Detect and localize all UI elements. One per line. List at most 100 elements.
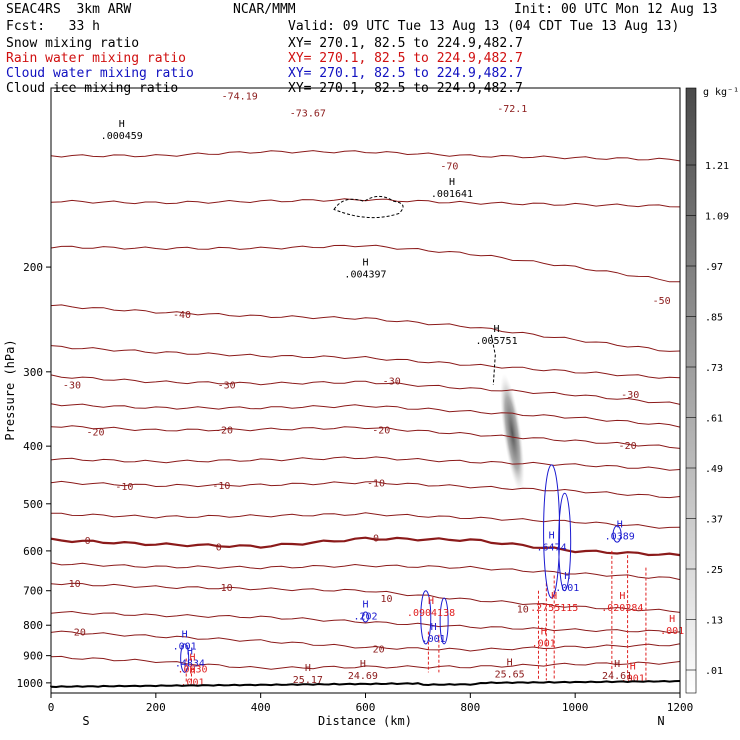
cloud-water-contour — [180, 643, 190, 673]
snow-max-label: .005751 — [475, 336, 517, 347]
cloud-water-label-marker: H — [187, 647, 193, 658]
cloud-water-label-marker: H — [549, 531, 555, 542]
snow-max-label-marker: H — [119, 119, 125, 130]
cloud-water-contour — [439, 597, 449, 645]
snow-contour — [333, 195, 404, 219]
temperature-max-label: 25.17 — [293, 675, 323, 686]
colorbar-label: .49 — [705, 464, 723, 475]
y-tick-label: 600 — [23, 545, 43, 558]
colorbar-label: .01 — [705, 666, 723, 677]
cloud-water-contour — [420, 590, 432, 645]
x-tick-label: 200 — [146, 701, 166, 714]
field-snow-label: Snow mixing ratio — [6, 36, 140, 51]
rain-label: .2755115 — [530, 603, 578, 614]
colorbar-label: .85 — [705, 313, 723, 324]
y-tick-label: 1000 — [17, 677, 44, 690]
isotherm-label: -73.67 — [290, 109, 326, 120]
colorbar-label: .61 — [705, 414, 723, 425]
colorbar-label: .97 — [705, 262, 723, 273]
isotherm-label: -20 — [619, 441, 637, 452]
isotherm-label: 20 — [74, 628, 86, 639]
temperature-max-label-marker: H — [614, 659, 620, 670]
isotherm-label: 10 — [69, 579, 81, 590]
rain-label: .001 — [532, 638, 556, 649]
model-title: SEAC4RS 3km ARW — [6, 2, 132, 17]
init-time: Init: 00 UTC Mon 12 Aug 13 — [514, 2, 718, 17]
isotherm-label: 20 — [373, 644, 385, 655]
cloud-water-label-marker: H — [431, 622, 437, 633]
isotherm-label: -10 — [367, 478, 385, 489]
isotherm-line — [50, 374, 681, 405]
rain-label: .001 — [660, 626, 684, 637]
cloud-water-label: .0389 — [605, 531, 635, 542]
isotherm-label: -20 — [372, 425, 390, 436]
colorbar-label: 1.21 — [705, 161, 729, 172]
temperature-max-label: 24.69 — [348, 671, 378, 682]
rain-label-marker: H — [630, 662, 636, 673]
isotherm-label: -70 — [440, 162, 458, 173]
field-rain-xy: XY= 270.1, 82.5 to 224.9,482.7 — [288, 51, 523, 66]
rain-label: .0530 — [177, 664, 207, 675]
north-end-label: N — [657, 714, 664, 728]
isotherm-line — [50, 655, 681, 670]
x-tick-label: 400 — [251, 701, 271, 714]
isotherm-line — [50, 150, 681, 162]
rain-label-marker: H — [190, 652, 196, 663]
isotherm-label: -30 — [621, 390, 639, 401]
isotherm-label: 10 — [221, 583, 233, 594]
x-tick-label: 0 — [48, 701, 55, 714]
plot-area: -73.67 -74.19 -72.1 -70 -50 -40 -30 -30 -30 -30 -2… — [50, 92, 684, 689]
isotherm-line — [50, 610, 681, 634]
cloud-water-label-marker: H — [617, 519, 623, 530]
isotherm-label: -72.1 — [497, 104, 527, 115]
rain-label-marker: H — [190, 666, 196, 677]
x-tick-label: 600 — [356, 701, 376, 714]
snow-max-label-marker: H — [494, 324, 500, 335]
isotherm-line — [51, 512, 681, 529]
snow-max-label-marker: H — [449, 177, 455, 188]
cloud-water-contour — [362, 611, 369, 623]
cloud-water-label: .6474 — [537, 543, 567, 554]
isotherm-line — [50, 345, 681, 379]
snow-shading — [500, 373, 525, 493]
isotherm-line — [50, 562, 681, 581]
cloud-water-label-marker: H — [362, 599, 368, 610]
y-tick-label: 800 — [23, 619, 43, 632]
cloud-water-label: .4834 — [175, 659, 205, 670]
rain-label: .001 — [621, 674, 645, 685]
isotherm-label: 10 — [517, 605, 529, 616]
rain-label: .001 — [180, 678, 204, 689]
south-end-label: S — [82, 714, 89, 728]
rain-label-marker: H — [541, 626, 547, 637]
isotherm-line — [50, 425, 681, 449]
y-axis-label: Pressure (hPa) — [3, 339, 17, 440]
isotherm-line — [50, 536, 681, 557]
temperature-max-label-marker: H — [305, 663, 311, 674]
rain-label: .0904138 — [407, 608, 455, 619]
snow-max-label: .000459 — [101, 131, 143, 142]
y-tick-label: 200 — [23, 261, 43, 274]
field-snow-xy: XY= 270.1, 82.5 to 224.9,482.7 — [288, 36, 523, 51]
rain-label-marker: H — [428, 596, 434, 607]
isotherm-label: 0 — [373, 534, 379, 545]
isotherm-label: 0 — [216, 543, 222, 554]
valid-time: Valid: 09 UTC Tue 13 Aug 13 (04 CDT Tue … — [288, 19, 680, 34]
y-tick-label: 900 — [23, 650, 43, 663]
snow-max-label-marker: H — [362, 257, 368, 268]
temperature-max-label-marker: H — [507, 658, 513, 669]
rain-label-marker: H — [619, 591, 625, 602]
temperature-max-label-marker: H — [360, 659, 366, 670]
snow-contour — [490, 334, 496, 385]
forecast-hour: Fcst: 33 h — [6, 19, 100, 34]
cloud-water-contour — [612, 525, 622, 543]
rain-label: .020284 — [601, 603, 643, 614]
isotherm-label: -30 — [63, 380, 81, 391]
x-axis-label: Distance (km) — [318, 714, 412, 728]
snow-max-label: .004397 — [344, 269, 386, 280]
colorbar-label: 1.09 — [705, 212, 729, 223]
rain-label-marker: H — [551, 591, 557, 602]
colorbar-ramp — [685, 87, 697, 694]
isotherm-label: -10 — [115, 482, 133, 493]
field-cloudwater-label: Cloud water mixing ratio — [6, 66, 194, 81]
